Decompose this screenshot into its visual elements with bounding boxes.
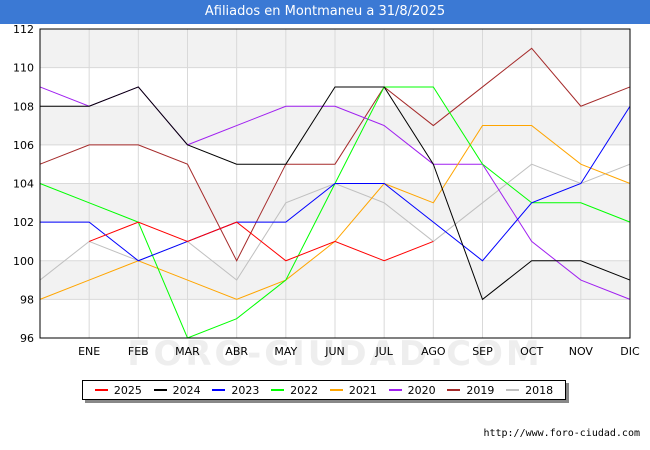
legend-swatch — [94, 389, 108, 391]
plot-border — [39, 28, 631, 339]
legend-label: 2019 — [466, 383, 495, 397]
x-tick-label: AGO — [421, 345, 446, 358]
legend-item-2025: 2025 — [94, 383, 142, 397]
x-tick-label: FEB — [128, 345, 149, 358]
legend-item-2024: 2024 — [153, 383, 201, 397]
legend-item-2020: 2020 — [388, 383, 436, 397]
legend-swatch — [506, 389, 520, 391]
x-tick-label: JUL — [374, 345, 393, 358]
legend-item-2023: 2023 — [212, 384, 259, 397]
legend-swatch — [388, 389, 402, 391]
y-tick-label: 108 — [13, 100, 34, 113]
legend-swatch — [271, 389, 285, 391]
y-tick-label: 96 — [20, 332, 34, 345]
x-tick-label: NOV — [569, 345, 594, 358]
series-line-2025 — [88, 221, 434, 262]
legend-item-2018: 2018 — [506, 384, 553, 397]
y-tick-label: 98 — [20, 293, 34, 306]
chart-title: Afiliados en Montmaneu a 31/8/2025 — [0, 0, 650, 24]
legend-swatch — [153, 389, 167, 391]
series-line-2023 — [40, 105, 631, 262]
y-tick-label: 110 — [13, 62, 34, 75]
x-tick-label: DIC — [620, 345, 640, 358]
x-tick-label: MAR — [175, 345, 200, 358]
y-tick-label: 112 — [13, 23, 34, 36]
x-tick-label: ENE — [78, 345, 100, 358]
legend-label: 2022 — [290, 383, 319, 397]
legend-item-2019: 2019 — [447, 384, 494, 397]
legend-label: 2021 — [348, 383, 377, 397]
x-tick-label: ABR — [225, 345, 248, 358]
legend-label: 2023 — [231, 383, 260, 397]
x-tick-label: JUN — [324, 345, 345, 358]
legend-swatch — [329, 389, 343, 391]
legend-swatch — [447, 389, 461, 391]
series-line-2024 — [40, 86, 631, 301]
legend-label: 2025 — [113, 383, 142, 397]
y-tick-label: 102 — [13, 216, 34, 229]
y-tick-label: 104 — [13, 178, 34, 191]
legend-item-2021: 2021 — [329, 383, 377, 397]
chart-legend: 2025 2024 2023 2022 2021 2020 2019 2018 — [82, 380, 566, 400]
legend-item-2022: 2022 — [271, 384, 318, 397]
y-tick-label: 106 — [13, 139, 34, 152]
x-tick-label: MAY — [274, 345, 297, 358]
legend-swatch — [212, 389, 226, 391]
legend-label: 2018 — [525, 383, 554, 397]
x-tick-label: SEP — [472, 345, 493, 358]
series-line-2019 — [39, 47, 631, 262]
legend-label: 2020 — [407, 383, 436, 397]
watermark: FORO-CIUDAD.COM — [127, 334, 543, 374]
y-tick-label: 100 — [13, 255, 34, 268]
x-tick-label: OCT — [520, 345, 543, 358]
legend-label: 2024 — [172, 383, 201, 397]
source-url[interactable]: http://www.foro-ciudad.com — [483, 428, 640, 439]
